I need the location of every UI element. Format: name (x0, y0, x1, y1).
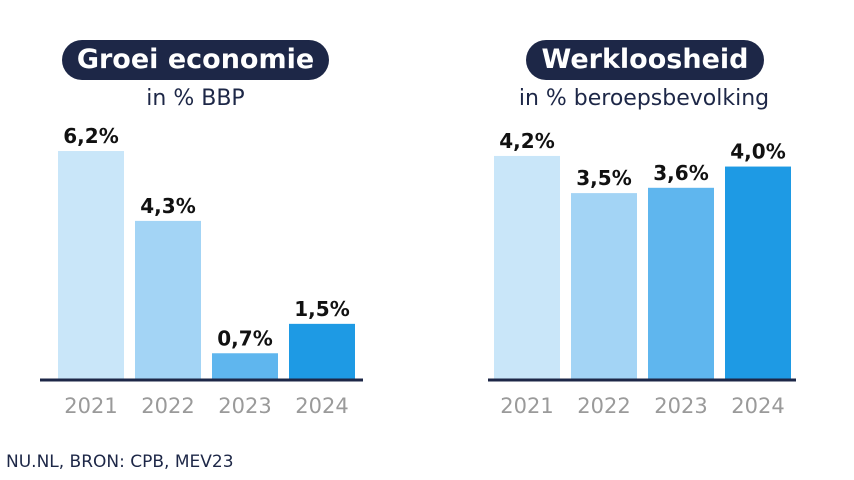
data-label-2024: 4,0% (730, 140, 785, 164)
data-label-2021: 4,2% (499, 129, 554, 153)
bar-chart-unemployment: 4,2% 2021 3,5% 2022 3,6% 2023 4,0% 2024 (488, 129, 796, 418)
bar-2024 (725, 166, 791, 379)
chart-title: Groei economie (62, 40, 329, 80)
tick-label-2023: 2023 (654, 394, 707, 418)
data-label-2022: 4,3% (140, 194, 195, 218)
chart-panel-unemployment: Werkloosheid in % beroepsbevolking 4,2% 2… (434, 0, 854, 430)
tick-label-2024: 2024 (295, 394, 348, 418)
tick-label-2022: 2022 (141, 394, 194, 418)
bar-chart-growth: 6,2% 2021 4,3% 2022 0,7% 2023 1,5% 2024 (40, 124, 363, 418)
bar-2021 (494, 155, 560, 379)
data-label-2022: 3,5% (576, 166, 631, 190)
tick-label-2021: 2021 (64, 394, 117, 418)
chart-subtitle: in % BBP (146, 86, 245, 111)
data-label-2023: 0,7% (217, 326, 272, 350)
bar-2023 (648, 187, 714, 379)
tick-label-2022: 2022 (577, 394, 630, 418)
chart-subtitle: in % beroepsbevolking (518, 86, 770, 111)
chart-title: Werkloosheid (526, 40, 764, 80)
data-label-2021: 6,2% (63, 124, 118, 148)
tick-label-2024: 2024 (731, 394, 784, 418)
tick-label-2021: 2021 (500, 394, 553, 418)
bar-2023 (212, 353, 278, 379)
chart-panel-growth: Groei economie in % BBP 6,2% 2021 4,3% 2022… (0, 0, 420, 430)
source-note: NU.NL, BRON: CPB, MEV23 (6, 452, 234, 472)
bar-2022 (571, 193, 637, 379)
bar-2022 (135, 220, 201, 379)
tick-label-2023: 2023 (218, 394, 271, 418)
bar-2024 (289, 323, 355, 379)
data-label-2024: 1,5% (294, 297, 349, 321)
bar-2021 (58, 151, 124, 379)
data-label-2023: 3,6% (653, 161, 708, 185)
